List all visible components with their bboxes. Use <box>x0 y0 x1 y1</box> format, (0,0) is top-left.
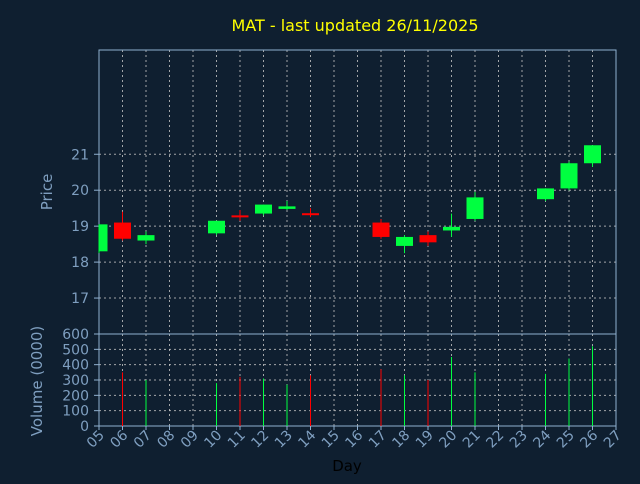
price-axis-label: Price <box>38 174 56 211</box>
x-tick-label: 27 <box>601 428 625 452</box>
candle-body <box>208 220 225 234</box>
candle-body <box>466 197 484 219</box>
x-tick-label: 12 <box>248 428 272 452</box>
candle-body <box>231 215 249 218</box>
price-tick-label: 21 <box>71 147 89 163</box>
x-tick-label: 20 <box>436 428 460 452</box>
candle-body <box>255 204 272 214</box>
x-tick-label: 24 <box>530 427 554 451</box>
x-tick-label: 16 <box>342 427 366 451</box>
x-tick-label: 26 <box>577 427 601 451</box>
candle-body <box>302 213 319 216</box>
x-tick-label: 10 <box>201 428 225 452</box>
x-tick-label: 17 <box>366 428 390 452</box>
x-tick-label: 09 <box>178 428 202 452</box>
x-tick-label: 15 <box>319 428 343 452</box>
candle-body <box>372 222 390 237</box>
x-tick-label: 14 <box>295 427 319 451</box>
volume-axis-label: Volume (0000) <box>28 326 46 436</box>
candle-body <box>419 235 437 243</box>
volume-tick-label: 400 <box>62 358 89 374</box>
volume-tick-label: 200 <box>62 388 89 404</box>
price-tick-label: 20 <box>71 183 89 199</box>
candle-body <box>560 163 578 189</box>
x-axis: 05 06 07 08 09 10 11 12 13 14 15 16 17 18 19 20 21 22 23 24… <box>84 426 625 451</box>
x-tick-label: 21 <box>460 428 484 452</box>
x-tick-label: 13 <box>272 428 296 452</box>
candle-body <box>443 226 460 231</box>
x-tick-label: 19 <box>413 428 437 452</box>
volume-tick-label: 0 <box>80 419 89 435</box>
price-panel: 17 18 19 20 21 <box>71 49 617 335</box>
x-tick-label: 23 <box>507 428 531 452</box>
x-tick-label: 08 <box>154 428 178 452</box>
x-tick-label: 06 <box>107 427 131 451</box>
price-tick-label: 18 <box>71 255 89 271</box>
candle-body <box>137 235 155 241</box>
volume-tick-label: 600 <box>62 327 89 343</box>
x-tick-label: 25 <box>554 428 578 452</box>
candle-body <box>584 145 601 164</box>
x-tick-label: 07 <box>131 428 155 452</box>
candle-body <box>114 222 131 239</box>
volume-tick-label: 500 <box>62 342 89 358</box>
price-tick-label: 19 <box>71 219 89 235</box>
price-tick-label: 17 <box>71 291 89 307</box>
candle-body <box>278 206 296 209</box>
candle-body <box>99 224 108 252</box>
candle-body <box>537 188 554 200</box>
chart-title: MAT - last updated 26/11/2025 <box>231 16 478 35</box>
x-axis-label: Day <box>332 457 362 475</box>
volume-tick-label: 300 <box>62 373 89 389</box>
volume-tick-label: 100 <box>62 404 89 420</box>
x-tick-label: 22 <box>483 428 507 452</box>
x-tick-label: 18 <box>389 428 413 452</box>
x-tick-label: 11 <box>225 428 249 452</box>
candle-body <box>396 236 413 246</box>
